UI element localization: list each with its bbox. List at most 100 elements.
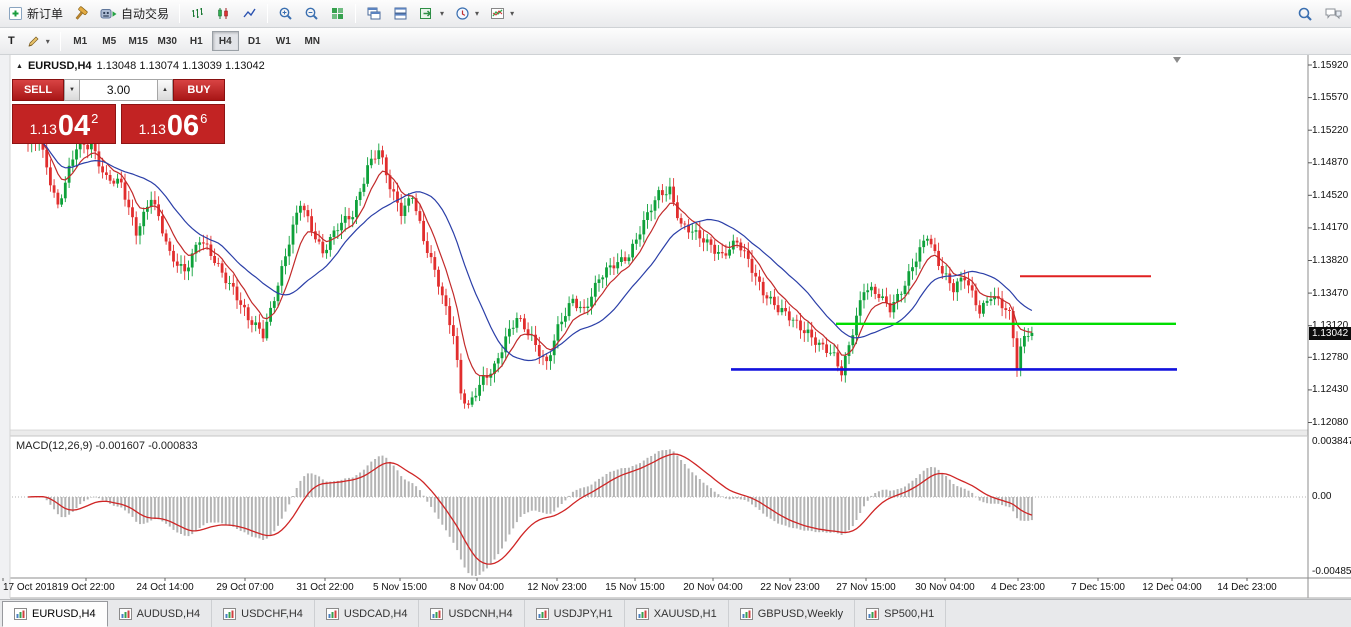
sell-price-display[interactable]: 1.13 04 2 [12, 104, 116, 144]
period-clock-button[interactable]: ▾ [450, 3, 484, 24]
shift-chart-icon [419, 6, 435, 21]
chart-tab-eurusd-h4[interactable]: EURUSD,H4 [2, 601, 108, 627]
chart-line-button[interactable] [237, 3, 262, 24]
draw-tools-button[interactable]: ▾ [21, 31, 55, 52]
chevron-down-icon: ▾ [45, 36, 50, 46]
toolbar-separator [59, 31, 61, 51]
timeframe-toolbar: T ▾ M1 M5 M15 M30 H1 H4 D1 W1 MN [0, 28, 1351, 55]
timeframe-button-w1[interactable]: W1 [275, 35, 291, 47]
hammer-icon [74, 6, 89, 21]
time-axis-label: 15 Nov 15:00 [605, 582, 665, 593]
toolbar-separator [267, 4, 269, 23]
time-axis-label: 14 Dec 23:00 [1217, 582, 1277, 593]
tile-horizontal-button[interactable] [388, 3, 413, 24]
chart-tab-label: USDJPY,H1 [553, 607, 613, 620]
bar-chart-icon [190, 6, 205, 21]
chart-tab-usdcad-h4[interactable]: USDCAD,H4 [315, 600, 420, 627]
chart-tab-label: AUDUSD,H4 [136, 607, 201, 620]
time-axis-label: 29 Oct 07:00 [216, 582, 274, 593]
chart-title: ▲ EURUSD,H4 1.13048 1.13074 1.13039 1.13… [16, 60, 265, 72]
macd-scale-bottom: -0.004856 [1312, 566, 1351, 577]
sell-price-point: 2 [91, 111, 99, 126]
timeframe-button-h4[interactable]: H4 [211, 31, 239, 51]
pen-icon [26, 34, 41, 49]
buy-price-pips: 06 [166, 110, 200, 143]
sell-price-base: 1.13 [29, 121, 57, 137]
chart-tab-gbpusd-weekly[interactable]: GBPUSD,Weekly [729, 600, 856, 627]
chart-tab-usdchf-h4[interactable]: USDCHF,H4 [212, 600, 315, 627]
chart-tab-audusd-h4[interactable]: AUDUSD,H4 [108, 600, 213, 627]
one-click-toggle-icon[interactable]: ▲ [16, 62, 23, 70]
time-axis-label: 8 Nov 04:00 [450, 582, 504, 593]
indicators-button[interactable]: ▾ [485, 3, 519, 24]
buy-button[interactable]: BUY [173, 79, 225, 101]
buy-price-display[interactable]: 1.13 06 6 [121, 104, 225, 144]
time-axis-label: 4 Dec 23:00 [991, 582, 1045, 593]
volume-up-spinner[interactable]: ▲ [157, 79, 173, 101]
buy-price-base: 1.13 [138, 121, 166, 137]
chart-tab-label: USDCHF,H4 [241, 607, 303, 620]
price-axis-label: 1.15220 [1312, 124, 1349, 136]
zoom-out-button[interactable] [299, 3, 324, 24]
tile-windows-button[interactable] [325, 3, 350, 24]
macd-scale-top: 0.003847 [1312, 436, 1351, 447]
time-axis-label: 24 Oct 14:00 [136, 582, 194, 593]
chart-tab-usdjpy-h1[interactable]: USDJPY,H1 [525, 600, 625, 627]
timeframe-button-m30[interactable]: M30 [157, 35, 177, 47]
new-order-button[interactable]: 新订单 [3, 2, 68, 25]
tile-horizontal-icon [393, 6, 408, 21]
mini-chart-icon [739, 607, 753, 620]
new-order-icon [8, 6, 23, 21]
volume-input[interactable]: 3.00 [80, 79, 157, 101]
one-click-trade-panel: SELL ▼ 3.00 ▲ BUY 1.13 04 2 1.13 06 6 [12, 79, 225, 144]
timeframe-button-m1[interactable]: M1 [73, 35, 88, 47]
search-icon [1297, 6, 1313, 22]
chart-tab-label: SP500,H1 [884, 607, 935, 620]
clock-icon [455, 6, 470, 21]
autotrade-robot-icon [100, 6, 117, 21]
candlestick-icon [216, 6, 231, 21]
time-axis-label: 27 Nov 15:00 [836, 582, 896, 593]
timeframe-button-d1[interactable]: D1 [247, 35, 261, 47]
mini-chart-icon [430, 607, 444, 620]
search-button[interactable] [1292, 3, 1318, 25]
chart-tab-xauusd-h1[interactable]: XAUUSD,H1 [625, 600, 729, 627]
time-axis-label: 7 Dec 15:00 [1071, 582, 1125, 593]
timeframe-button-m15[interactable]: M15 [128, 35, 148, 47]
cascade-windows-button[interactable] [361, 3, 387, 24]
chat-button[interactable] [1319, 3, 1348, 24]
price-axis-label: 1.12780 [1312, 351, 1349, 363]
sell-price-pips: 04 [57, 110, 91, 143]
price-axis-label: 1.15920 [1312, 59, 1349, 71]
autotrade-button[interactable]: 自动交易 [95, 2, 174, 25]
sell-button[interactable]: SELL [12, 79, 64, 101]
text-tool-button[interactable]: T [8, 35, 15, 47]
chevron-down-icon: ▾ [510, 9, 515, 18]
cascade-windows-icon [366, 6, 382, 21]
volume-down-spinner[interactable]: ▼ [64, 79, 80, 101]
metaeditor-button[interactable] [69, 3, 94, 24]
mini-chart-icon [14, 608, 27, 620]
shift-chart-button[interactable]: ▾ [414, 3, 449, 24]
mini-chart-icon [635, 607, 649, 620]
time-axis-label: 22 Nov 23:00 [760, 582, 820, 593]
mini-chart-icon [325, 607, 339, 620]
time-axis-label: 12 Dec 04:00 [1142, 582, 1202, 593]
zoom-in-button[interactable] [273, 3, 298, 24]
timeframe-button-h1[interactable]: H1 [189, 35, 203, 47]
timeframe-button-m5[interactable]: M5 [102, 35, 117, 47]
chart-tab-sp500-h1[interactable]: SP500,H1 [855, 600, 947, 627]
chart-tab-usdcnh-h4[interactable]: USDCNH,H4 [419, 600, 525, 627]
chart-bars-button[interactable] [185, 3, 210, 24]
chat-bubbles-icon [1324, 6, 1343, 21]
chart-candles-button[interactable] [211, 3, 236, 24]
chart-tab-label: EURUSD,H4 [32, 608, 96, 620]
price-axis-label: 1.13120 [1312, 320, 1349, 332]
timeframe-button-mn[interactable]: MN [304, 35, 321, 47]
price-axis-label: 1.14520 [1312, 189, 1349, 201]
chevron-down-icon: ▾ [475, 9, 480, 18]
chart-tab-label: USDCNH,H4 [448, 607, 513, 620]
macd-scale-zero: 0.00 [1312, 491, 1332, 502]
